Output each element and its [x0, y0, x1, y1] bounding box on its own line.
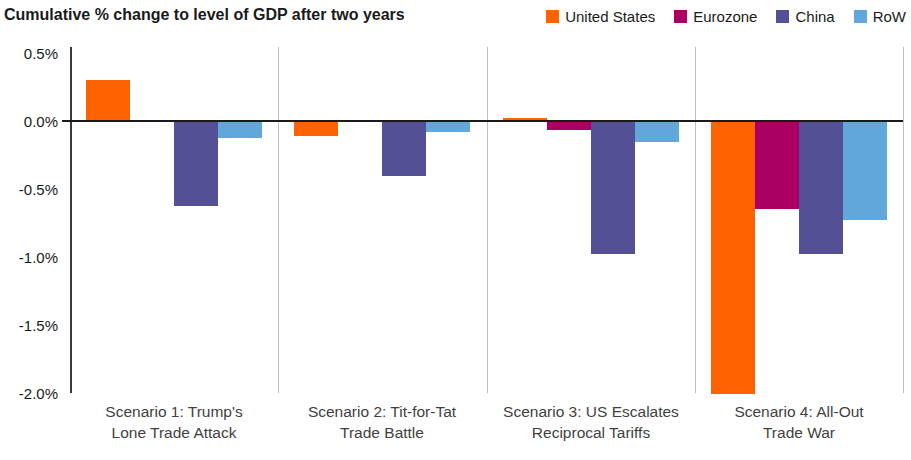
- category-label-scenario-2: Scenario 2: Tit-for-TatTrade Battle: [308, 401, 456, 443]
- gdp-trade-war-scenarios-chart: Cumulative % change to level of GDP afte…: [0, 0, 911, 460]
- bar-united-states-scenario-1: [86, 80, 130, 121]
- y-axis-tick-label: -1.0%: [2, 249, 58, 266]
- category-label-line: Lone Trade Attack: [105, 422, 242, 443]
- category-label-scenario-4: Scenario 4: All-OutTrade War: [734, 401, 863, 443]
- bar-china-scenario-2: [382, 122, 426, 176]
- y-axis-line: [70, 47, 72, 393]
- zero-gridline: [62, 120, 903, 122]
- y-axis-tick-label: 0.5%: [2, 45, 58, 62]
- panel-separator-line: [903, 47, 904, 393]
- category-label-line: Trade War: [734, 422, 863, 443]
- category-label-scenario-3: Scenario 3: US EscalatesReciprocal Tarif…: [503, 401, 679, 443]
- bar-row-scenario-4: [843, 122, 887, 220]
- bar-china-scenario-1: [174, 122, 218, 206]
- panel-separator-line: [487, 47, 488, 393]
- bar-row-scenario-1: [218, 122, 262, 138]
- bar-china-scenario-3: [591, 122, 635, 254]
- plot-area: 0.5% 0.0% -0.5% -1.0% -1.5% -2.0% Scenario 1: …: [0, 0, 911, 460]
- bar-united-states-scenario-2: [294, 122, 338, 136]
- bar-row-scenario-2: [426, 122, 470, 132]
- category-label-line: Trade Battle: [308, 422, 456, 443]
- panel-separator-line: [695, 47, 696, 393]
- category-label-line: Scenario 2: Tit-for-Tat: [308, 401, 456, 422]
- category-label-scenario-1: Scenario 1: Trump'sLone Trade Attack: [105, 401, 242, 443]
- category-label-line: Scenario 3: US Escalates: [503, 401, 679, 422]
- bar-united-states-scenario-4: [711, 122, 755, 394]
- category-label-line: Scenario 4: All-Out: [734, 401, 863, 422]
- bar-china-scenario-4: [799, 122, 843, 254]
- y-axis-tick-label: -1.5%: [2, 317, 58, 334]
- panel-separator-line: [278, 47, 279, 393]
- bar-row-scenario-3: [635, 122, 679, 142]
- category-label-line: Scenario 1: Trump's: [105, 401, 242, 422]
- y-axis-tick-label: -0.5%: [2, 181, 58, 198]
- y-axis-tick-label: -2.0%: [2, 385, 58, 402]
- y-axis-tick-label: 0.0%: [2, 113, 58, 130]
- bar-eurozone-scenario-4: [755, 122, 799, 209]
- bar-eurozone-scenario-3: [547, 122, 591, 130]
- category-label-line: Reciprocal Tariffs: [503, 422, 679, 443]
